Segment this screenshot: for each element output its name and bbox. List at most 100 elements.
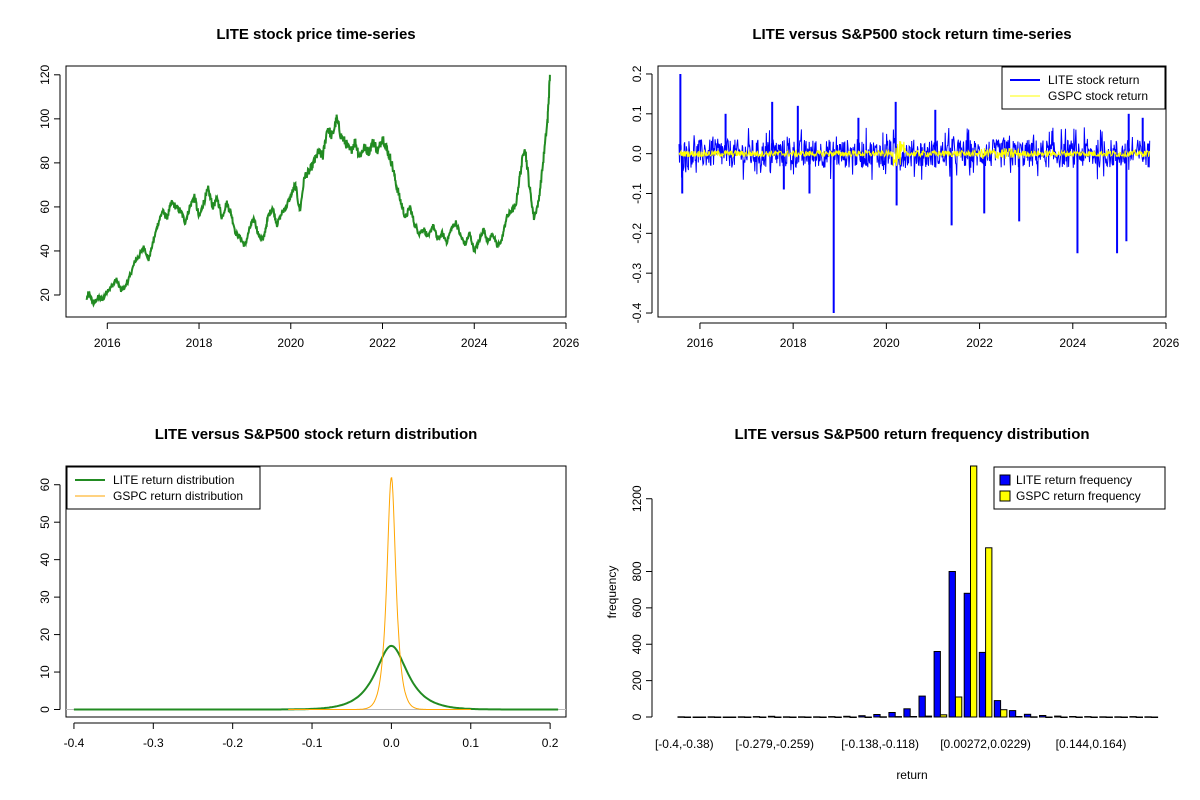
lite-frequency-bar [677, 716, 685, 718]
y-tick-label: 40 [38, 244, 52, 258]
gspc-return-series [678, 140, 1151, 167]
gspc-frequency-bar [879, 716, 887, 718]
gspc-frequency-bar [759, 716, 767, 718]
x-tick-label: [0.00272,0.0229) [940, 737, 1031, 751]
lite-frequency-bar [707, 716, 715, 718]
gspc-frequency-bar [1135, 716, 1143, 718]
y-tick-label: 600 [630, 598, 644, 618]
gspc-frequency-bar [864, 716, 872, 718]
y-tick-label: 100 [38, 109, 52, 129]
x-tick-label: 0.2 [542, 736, 559, 750]
y-tick-label: 400 [630, 634, 644, 654]
lite-frequency-bar [813, 716, 821, 718]
lite-frequency-bar [1114, 716, 1122, 718]
lite-frequency-bar [888, 712, 896, 718]
lite-frequency-bar [1099, 716, 1107, 718]
y-tick-label: 1200 [630, 485, 644, 512]
x-tick-label: 2026 [1153, 336, 1180, 350]
x-tick-label: 2016 [687, 336, 714, 350]
y-tick-label: 60 [38, 200, 52, 214]
gspc-frequency-bar [1075, 716, 1083, 718]
gspc-frequency-bar [834, 716, 842, 718]
gspc-frequency-bar [683, 716, 692, 718]
lite-frequency-bar [752, 716, 761, 718]
x-tick-label: 2018 [186, 336, 213, 350]
lite-frequency-bar [933, 651, 941, 718]
x-tick-label: 2018 [780, 336, 807, 350]
gspc-frequency-bar [1150, 716, 1159, 718]
lite-frequency-bar [1054, 715, 1062, 718]
gspc-frequency-bar [819, 716, 827, 718]
y-tick-label: 0 [38, 706, 52, 713]
gspc-frequency-bar [774, 716, 782, 718]
lite-frequency-bar [903, 708, 911, 718]
gspc-frequency-bar [804, 716, 812, 718]
legend-label: GSPC stock return [1048, 89, 1148, 103]
y-tick-label: 0 [630, 713, 644, 720]
chart-title: LITE stock price time-series [216, 26, 415, 43]
lite-frequency-bar [737, 716, 746, 718]
legend-label: LITE return frequency [1016, 473, 1132, 487]
y-tick-label: 20 [38, 628, 52, 642]
plot-frame [65, 65, 567, 318]
lite-frequency-bar [978, 651, 987, 718]
gspc-frequency-bar [955, 696, 963, 718]
lite-density-line [73, 644, 559, 711]
return-time-series-panel: LITE versus S&P500 stock return time-ser… [630, 26, 1179, 350]
lite-return-series [678, 127, 1151, 180]
legend-label: GSPC return distribution [113, 489, 243, 503]
x-tick-label: [-0.4,-0.38) [655, 737, 714, 751]
x-tick-label: 2022 [369, 336, 396, 350]
gspc-frequency-bar [1090, 716, 1098, 718]
legend-label: LITE stock return [1048, 73, 1139, 87]
y-tick-label: 40 [38, 553, 52, 567]
gspc-frequency-bar [714, 716, 722, 718]
lite-frequency-bar [798, 716, 806, 718]
lite-frequency-bar [1039, 715, 1047, 718]
x-tick-label: 2026 [553, 336, 580, 350]
y-tick-label: 0.1 [630, 105, 644, 122]
lite-frequency-bar [858, 715, 866, 718]
lite-frequency-bar [828, 716, 836, 718]
y-axis-label: frequency [605, 566, 619, 619]
x-tick-label: 0.1 [462, 736, 479, 750]
gspc-frequency-bar [985, 547, 993, 718]
gspc-frequency-bar [894, 716, 903, 718]
y-tick-label: 0.2 [630, 65, 644, 82]
lite-frequency-bar [963, 592, 972, 718]
y-tick-label: -0.3 [630, 263, 644, 284]
gspc-frequency-bar [744, 716, 752, 718]
legend-swatch [999, 490, 1011, 502]
y-tick-label: -0.4 [630, 302, 644, 323]
gspc-frequency-bar [849, 716, 857, 718]
x-tick-label: [-0.138,-0.118) [841, 737, 919, 751]
legend-box [66, 466, 261, 510]
x-tick-label: 2024 [1059, 336, 1086, 350]
lite-frequency-bar [1023, 713, 1032, 718]
lite-frequency-bar [692, 716, 700, 718]
x-tick-label: 2022 [966, 336, 993, 350]
plot-frame [657, 65, 1167, 318]
gspc-frequency-bar [1030, 716, 1038, 718]
x-tick-label: [0.144,0.164) [1056, 737, 1127, 751]
y-tick-label: 50 [38, 515, 52, 529]
lite-frequency-bar [948, 571, 956, 718]
y-tick-label: 30 [38, 590, 52, 604]
lite-frequency-bar [918, 695, 926, 718]
gspc-frequency-bar [1060, 716, 1068, 718]
legend-box [1001, 66, 1166, 110]
return-frequency-panel: LITE versus S&P500 return frequency dist… [605, 426, 1166, 782]
y-tick-label: 800 [630, 561, 644, 581]
gspc-density-line [288, 477, 471, 710]
lite-frequency-bar [993, 700, 1002, 718]
chart-title: LITE versus S&P500 return frequency dist… [734, 426, 1089, 443]
x-tick-label: 2020 [277, 336, 304, 350]
lite-frequency-bar [1084, 716, 1092, 718]
x-tick-label: -0.1 [302, 736, 323, 750]
gspc-frequency-bar [729, 716, 737, 718]
lite-frequency-bar [722, 716, 731, 718]
x-tick-label: 2020 [873, 336, 900, 350]
lite-frequency-bar [782, 716, 791, 718]
